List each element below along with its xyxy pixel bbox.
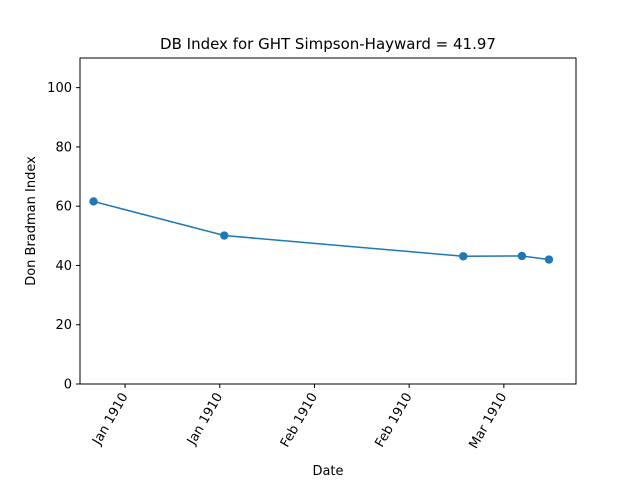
x-tick-label: Feb 1910 bbox=[278, 391, 321, 451]
x-tick-label: Mar 1910 bbox=[466, 391, 510, 452]
y-tick-label: 0 bbox=[64, 378, 72, 393]
x-axis-label: Date bbox=[312, 464, 343, 479]
y-tick-label: 60 bbox=[55, 200, 72, 215]
y-axis: 0 20 40 60 80 100 bbox=[47, 81, 80, 393]
data-point bbox=[544, 255, 554, 264]
data-point bbox=[220, 231, 229, 240]
y-tick-label: 80 bbox=[55, 140, 72, 155]
series-line bbox=[93, 200, 550, 261]
data-point bbox=[459, 252, 468, 261]
x-tick-label: Jan 1910 bbox=[184, 391, 226, 449]
data-point bbox=[89, 197, 98, 206]
y-tick-label: 100 bbox=[47, 81, 72, 96]
y-tick-label: 40 bbox=[55, 259, 72, 274]
chart-title: DB Index for GHT Simpson-Hayward = 41.97 bbox=[160, 35, 496, 53]
x-tick-label: Jan 1910 bbox=[89, 391, 131, 449]
plot-area bbox=[89, 197, 554, 264]
data-point bbox=[517, 251, 527, 261]
x-tick-label: Feb 1910 bbox=[373, 391, 416, 451]
x-axis: Jan 1910 Jan 1910 Feb 1910 Feb 1910 Mar 1910 bbox=[89, 384, 510, 451]
y-tick-label: 20 bbox=[55, 318, 72, 333]
y-axis-label: Don Bradman Index bbox=[24, 156, 39, 286]
plot-frame bbox=[79, 57, 577, 385]
